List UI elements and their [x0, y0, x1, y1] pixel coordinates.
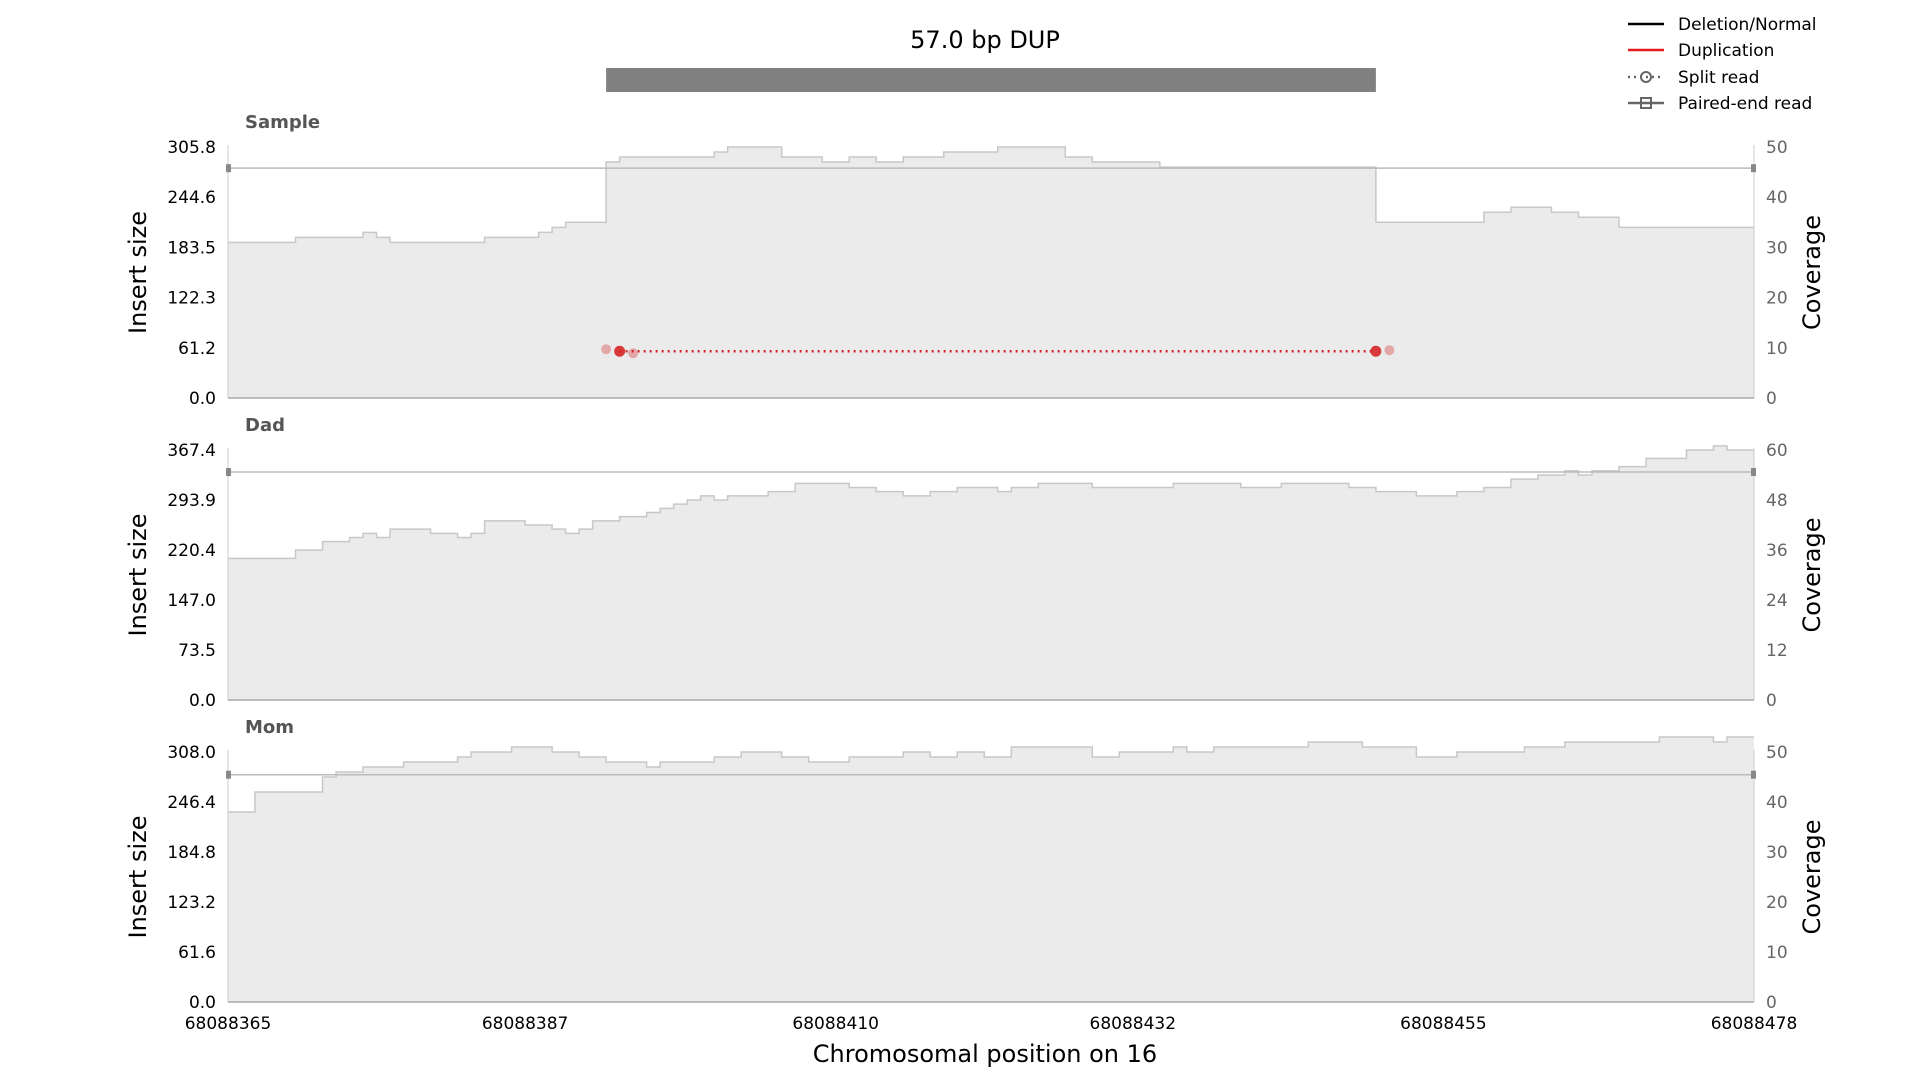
coverage-line [228, 445, 1754, 560]
legend-label-deletion: Deletion/Normal [1678, 15, 1817, 35]
paired-end-read-end-right [1751, 468, 1756, 477]
coverage-line [228, 736, 1754, 813]
x-tick-label: 68088432 [1090, 1014, 1177, 1034]
insert-size-tick-label: 244.6 [167, 188, 216, 208]
insert-size-tick-label: 122.3 [167, 289, 216, 309]
x-tick-label: 68088365 [185, 1014, 272, 1034]
split-read-marker [1384, 345, 1395, 356]
split-read-marker [614, 345, 626, 357]
x-tick-label: 68088410 [792, 1014, 879, 1034]
insert-size-tick-label: 183.5 [167, 238, 216, 258]
coverage-area [228, 147, 1754, 398]
panel-label: Sample [245, 112, 320, 133]
legend: Deletion/Normal Duplication Split read P… [1628, 15, 1817, 114]
insert-size-tick-label: 220.4 [167, 541, 216, 561]
insert-size-tick-label: 293.9 [167, 491, 216, 511]
panel-label: Dad [245, 415, 285, 436]
legend-label-duplication: Duplication [1678, 41, 1774, 61]
split-read-marker [628, 348, 639, 359]
insert-size-axis-label: Insert size [124, 211, 152, 334]
insert-size-tick-label: 73.5 [178, 641, 216, 661]
insert-size-tick-label: 246.4 [167, 793, 216, 813]
legend-swatch-paired-end-marker [1640, 97, 1652, 109]
coverage-tick-label: 0 [1766, 691, 1777, 711]
insert-size-tick-label: 147.0 [167, 591, 216, 611]
insert-size-tick-label: 61.2 [178, 339, 216, 359]
coverage-tick-label: 30 [1766, 843, 1788, 863]
coverage-area [228, 737, 1754, 1002]
coverage-tick-label: 48 [1766, 491, 1788, 511]
insert-size-tick-label: 0.0 [189, 389, 216, 409]
insert-size-axis-label: Insert size [124, 514, 152, 637]
insert-size-tick-label: 0.0 [189, 691, 216, 711]
paired-end-read-end-left [226, 164, 231, 173]
coverage-tick-label: 10 [1766, 339, 1788, 359]
insert-size-tick-label: 305.8 [167, 138, 216, 158]
insert-size-axis-label: Insert size [124, 816, 152, 939]
coverage-tick-label: 12 [1766, 641, 1788, 661]
chart-title: 57.0 bp DUP [910, 26, 1060, 54]
coverage-tick-label: 20 [1766, 893, 1788, 913]
panel-dad: Dad 0.0 73.5 147.0 220.4 293.9 367.4 0 12 24 36 48 6… [124, 415, 1826, 711]
insert-size-tick-label: 184.8 [167, 843, 216, 863]
coverage-axis-label: Coverage [1798, 215, 1826, 330]
insert-size-tick-label: 367.4 [167, 441, 216, 461]
paired-end-read-end-right [1751, 164, 1756, 173]
panel-sample: Sample 0.0 61.2 122.3 183.5 244.6 305.8 0 10 20 30… [124, 112, 1826, 409]
x-tick-label: 68088478 [1711, 1014, 1798, 1034]
x-axis-label: Chromosomal position on 16 [813, 1040, 1157, 1068]
coverage-tick-label: 0 [1766, 993, 1777, 1013]
legend-swatch-split-read-marker [1640, 71, 1652, 83]
coverage-tick-label: 40 [1766, 793, 1788, 813]
coverage-tick-label: 10 [1766, 943, 1788, 963]
coverage-tick-label: 50 [1766, 138, 1788, 158]
coverage-tick-label: 60 [1766, 441, 1788, 461]
coverage-tick-label: 36 [1766, 541, 1788, 561]
coverage-tick-label: 40 [1766, 188, 1788, 208]
x-tick-label: 68088387 [482, 1014, 569, 1034]
panels: Sample 0.0 61.2 122.3 183.5 244.6 305.8 0 10 20 30… [124, 112, 1826, 1013]
insert-size-tick-label: 0.0 [189, 993, 216, 1013]
split-read-marker [601, 344, 612, 355]
coverage-tick-label: 20 [1766, 289, 1788, 309]
coverage-tick-label: 0 [1766, 389, 1777, 409]
coverage-axis-label: Coverage [1798, 820, 1826, 935]
panel-label: Mom [245, 717, 294, 738]
coverage-line [228, 146, 1754, 244]
x-tick-label: 68088455 [1400, 1014, 1487, 1034]
legend-label-paired-end: Paired-end read [1678, 94, 1812, 114]
paired-end-read-end-left [226, 468, 231, 477]
x-axis: 68088365 68088387 68088410 68088432 68088455… [185, 1014, 1798, 1034]
coverage-area [228, 445, 1754, 700]
coverage-tick-label: 30 [1766, 238, 1788, 258]
panel-mom: Mom 0.0 61.6 123.2 184.8 246.4 308.0 0 10 20 30 40 5… [124, 717, 1826, 1013]
insert-size-tick-label: 61.6 [178, 943, 216, 963]
insert-size-tick-label: 308.0 [167, 743, 216, 763]
split-read-marker [1370, 345, 1382, 357]
coverage-tick-label: 50 [1766, 743, 1788, 763]
sv-interval-bar [606, 68, 1376, 92]
coverage-tick-label: 24 [1766, 591, 1788, 611]
paired-end-read-end-left [226, 770, 231, 779]
paired-end-read-end-right [1751, 770, 1756, 779]
coverage-axis-label: Coverage [1798, 518, 1826, 633]
legend-label-split-read: Split read [1678, 68, 1759, 88]
insert-size-tick-label: 123.2 [167, 893, 216, 913]
